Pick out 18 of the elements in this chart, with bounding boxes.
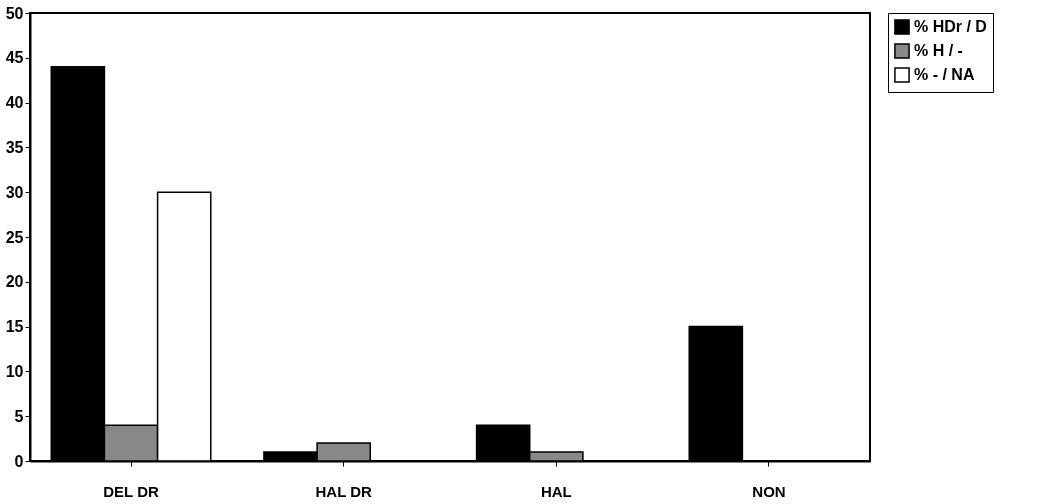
y-tick-label: 10 [5,362,24,380]
y-tick-label: 20 [5,273,24,291]
y-tick-label: 50 [5,4,24,22]
y-tick-label: 25 [5,228,24,246]
legend-label: % HDr / D [914,18,987,35]
legend-label: % - / NA [914,66,975,83]
y-tick-label: 0 [14,452,24,470]
x-tick-label: HAL DR [315,482,373,500]
y-tick-label: 30 [5,183,24,201]
legend-label: % H / - [914,42,963,59]
y-tick-label: 15 [5,318,24,336]
x-tick-label: NON [752,482,786,500]
x-tick-label: HAL [540,482,572,500]
y-tick-label: 40 [5,94,24,112]
y-tick-label: 45 [5,49,24,67]
y-tick-label: 5 [14,407,24,425]
y-tick-label: 35 [5,138,24,156]
x-tick-label: DEL DR [103,482,159,500]
